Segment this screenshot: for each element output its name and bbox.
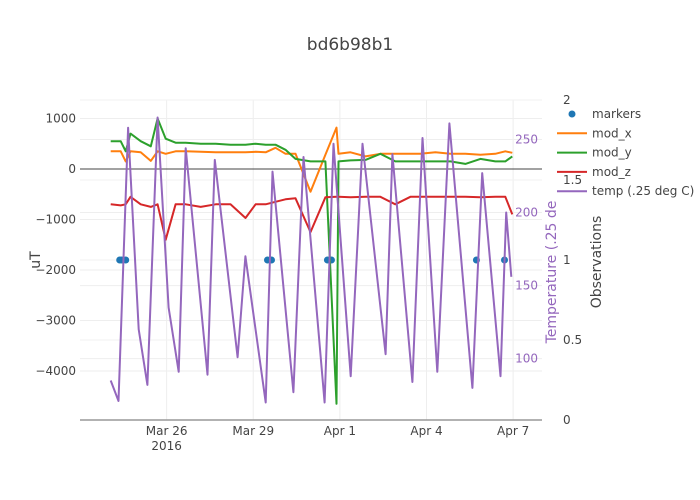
y-tick-label: −2000 [35, 263, 76, 277]
y-tick-label: −1000 [35, 212, 76, 226]
obs-tick-label: 1.5 [563, 173, 582, 187]
obs-tick-label: 2 [563, 93, 571, 107]
series-line-temp-25-deg-c [109, 116, 513, 404]
y-tick-label: 0 [68, 162, 76, 176]
legend-item[interactable]: temp (.25 deg C) [557, 184, 694, 198]
chart-title: bd6b98b1 [307, 35, 393, 55]
temp-tick-label: 200 [515, 206, 538, 220]
legend-item[interactable]: mod_z [557, 165, 631, 179]
y-tick-label: 1000 [45, 111, 76, 125]
x-tick-label: Apr 7 [497, 424, 529, 438]
legend-label: mod_x [592, 126, 632, 140]
temp-tick-label: 100 [515, 352, 538, 366]
x-tick-sublabel: 2016 [151, 439, 182, 453]
x-tick-label: Apr 4 [410, 424, 442, 438]
x-tick-label: Apr 1 [324, 424, 356, 438]
legend-item[interactable]: mod_x [557, 126, 632, 140]
legend-label: mod_y [592, 146, 632, 160]
temp-axis-title: Temperature (.25 de [544, 201, 560, 345]
legend-label: mod_z [592, 165, 631, 179]
obs-axis-title: Observations [589, 216, 605, 309]
y-tick-label: −3000 [35, 314, 76, 328]
x-tick-label: Mar 29 [232, 424, 274, 438]
series-line-mod-z [110, 195, 514, 241]
temp-tick-label: 250 [515, 132, 538, 146]
legend-label: temp (.25 deg C) [592, 184, 694, 198]
legend-label: markers [592, 107, 641, 121]
traces [109, 116, 514, 405]
legend-item[interactable]: mod_y [557, 146, 632, 160]
legend-marker-icon [568, 110, 576, 118]
y-tick-label: −4000 [35, 364, 76, 378]
temp-tick-label: 150 [515, 279, 538, 293]
obs-tick-label: 0 [563, 413, 571, 427]
obs-tick-label: 1 [563, 253, 571, 267]
y-axis-title: uT [28, 251, 44, 269]
obs-tick-label: 0.5 [563, 333, 582, 347]
legend-item[interactable]: markers [568, 107, 642, 121]
x-tick-label: Mar 26 [146, 424, 188, 438]
